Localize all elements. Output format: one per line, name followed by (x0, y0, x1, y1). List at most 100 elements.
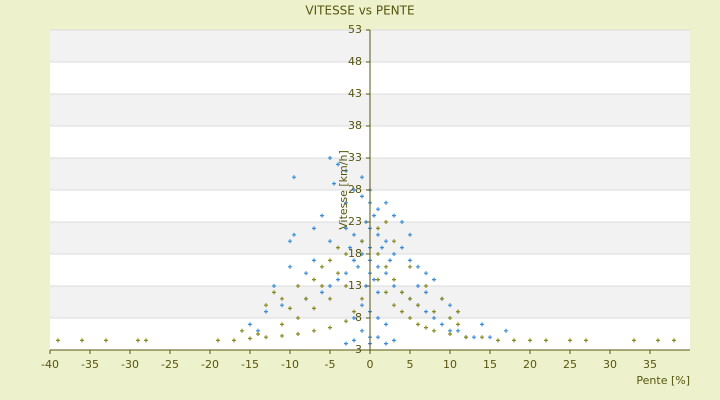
y-tick-label: 38 (348, 119, 362, 132)
x-tick-label: 35 (643, 358, 657, 371)
data-point (336, 162, 340, 167)
data-point (312, 277, 316, 282)
data-point (328, 258, 332, 263)
data-point (408, 258, 412, 263)
data-point (320, 264, 324, 269)
data-point (360, 194, 364, 199)
data-point (376, 316, 380, 320)
data-point (312, 328, 316, 333)
y-tick-label: 28 (348, 183, 362, 196)
x-axis-title: Pente [%] (636, 374, 690, 387)
y-tick-label: 53 (348, 23, 362, 36)
data-point (400, 245, 404, 250)
data-point (248, 322, 252, 327)
data-point (344, 319, 348, 324)
data-point (292, 175, 296, 180)
data-point (384, 239, 388, 244)
data-point (328, 325, 332, 330)
data-point (456, 322, 460, 327)
data-point (472, 335, 476, 340)
data-point (272, 284, 276, 288)
data-point (296, 284, 300, 288)
data-point (376, 207, 380, 212)
data-point (320, 290, 324, 295)
data-point (432, 309, 436, 314)
data-point (360, 239, 364, 244)
data-point (372, 277, 376, 282)
data-point (360, 296, 364, 301)
data-point (376, 290, 380, 295)
data-point (360, 303, 364, 308)
data-point (480, 322, 484, 327)
data-point (488, 335, 492, 340)
data-point (136, 338, 140, 343)
data-point (360, 328, 364, 333)
data-point (656, 338, 660, 343)
data-point (372, 213, 376, 218)
data-point (280, 296, 284, 301)
data-point (304, 271, 308, 276)
data-point (280, 333, 284, 338)
data-point (352, 316, 356, 320)
x-tick-label: -40 (41, 358, 59, 371)
data-point (408, 232, 412, 237)
data-point (384, 200, 388, 205)
data-point (496, 338, 500, 343)
data-point (376, 264, 380, 269)
data-point (328, 156, 332, 160)
data-point (320, 213, 324, 218)
y-axis-title: Vitesse [km/h] (337, 150, 350, 230)
data-point (448, 303, 452, 308)
data-point (312, 258, 316, 263)
data-point (504, 328, 508, 333)
x-tick-label: 20 (523, 358, 537, 371)
data-point (440, 296, 444, 301)
data-point (392, 213, 396, 218)
data-point (388, 258, 392, 263)
data-point (632, 338, 636, 343)
data-point (384, 290, 388, 295)
data-point (356, 264, 360, 269)
data-point (264, 335, 268, 340)
data-point (416, 322, 420, 327)
data-point (480, 335, 484, 340)
x-tick-label: 15 (483, 358, 497, 371)
data-point (392, 338, 396, 343)
data-point (344, 252, 348, 256)
data-point (352, 338, 356, 343)
data-point (384, 341, 388, 346)
data-point (376, 277, 380, 282)
x-tick-label: 10 (443, 358, 457, 371)
data-point (144, 338, 148, 343)
x-tick-label: 5 (407, 358, 414, 371)
data-point (432, 277, 436, 282)
data-point (336, 277, 340, 282)
data-point (348, 245, 352, 250)
y-tick-label: 23 (348, 215, 362, 228)
data-point (544, 338, 548, 343)
data-point (304, 296, 308, 301)
data-point (464, 335, 468, 340)
data-point (408, 264, 412, 269)
data-point (344, 341, 348, 346)
data-point (328, 239, 332, 244)
data-point (392, 239, 396, 244)
data-point (344, 168, 348, 173)
data-point (344, 284, 348, 288)
data-point (392, 284, 396, 288)
x-tick-label: -25 (161, 358, 179, 371)
data-point (408, 316, 412, 320)
data-point (216, 338, 220, 343)
data-point (328, 284, 332, 288)
data-point (448, 316, 452, 320)
data-point (312, 306, 316, 311)
data-point (320, 284, 324, 288)
data-point (352, 258, 356, 263)
x-tick-label: 25 (563, 358, 577, 371)
x-tick-label: -5 (325, 358, 336, 371)
data-point (384, 271, 388, 276)
data-point (400, 220, 404, 224)
data-point (392, 277, 396, 282)
data-point (432, 316, 436, 320)
